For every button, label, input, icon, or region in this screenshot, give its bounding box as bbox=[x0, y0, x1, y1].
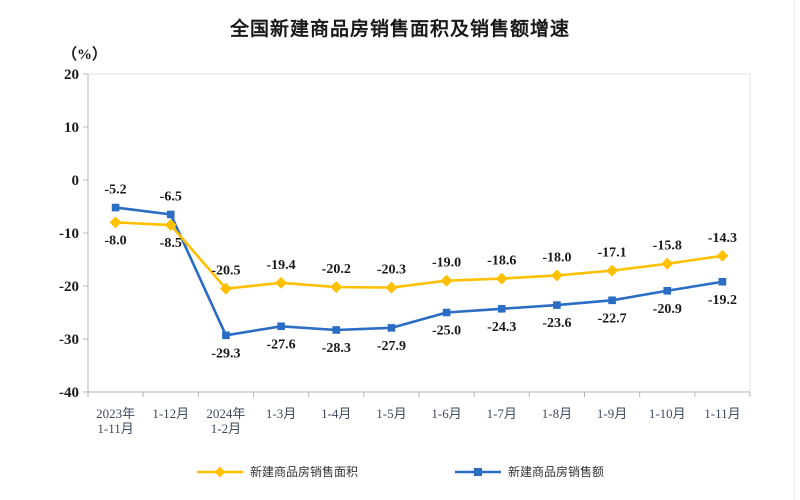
data-label: -8.0 bbox=[104, 233, 126, 248]
data-label: -6.5 bbox=[160, 189, 182, 204]
data-point-marker-diamond bbox=[550, 269, 563, 282]
data-point-marker-diamond bbox=[330, 281, 343, 293]
y-tick-label: -10 bbox=[59, 226, 79, 242]
y-axis-unit-label: （%） bbox=[62, 47, 108, 63]
data-label: -19.4 bbox=[266, 258, 295, 273]
legend-label-sales-area: 新建商品房销售面积 bbox=[249, 465, 358, 479]
chart-title: 全国新建商品房销售面积及销售额增速 bbox=[229, 19, 570, 40]
data-point-marker-diamond bbox=[661, 257, 674, 270]
data-label: -22.7 bbox=[597, 311, 626, 326]
data-label: -20.3 bbox=[377, 263, 406, 278]
series-line-sales-amount bbox=[114, 206, 724, 337]
data-point-marker-square bbox=[332, 326, 341, 334]
data-point-marker-square bbox=[222, 331, 230, 340]
data-point-marker-diamond bbox=[440, 274, 453, 287]
x-tick-label: 1-2月 bbox=[211, 421, 241, 436]
data-point-marker-square bbox=[663, 286, 672, 295]
data-label: -17.1 bbox=[597, 246, 626, 261]
data-point-marker-square bbox=[166, 210, 175, 219]
x-tick-label: 1-7月 bbox=[487, 406, 517, 421]
y-tick-label: 20 bbox=[64, 67, 79, 83]
x-tick-label: 2023年 bbox=[96, 406, 135, 421]
data-point-marker-diamond bbox=[606, 264, 619, 277]
data-label: -5.2 bbox=[104, 183, 126, 198]
data-label: -19.2 bbox=[708, 293, 737, 308]
sales-amount-line-marker-icon bbox=[455, 467, 501, 476]
data-point-marker-diamond bbox=[495, 272, 508, 285]
data-label: -19.0 bbox=[432, 256, 461, 271]
data-label: -27.9 bbox=[377, 339, 406, 354]
data-point-marker-diamond bbox=[275, 276, 288, 289]
data-label: -20.9 bbox=[653, 302, 682, 317]
data-label: -25.0 bbox=[432, 324, 461, 339]
data-point-marker-diamond bbox=[164, 219, 177, 231]
data-label: -15.8 bbox=[653, 239, 682, 254]
x-tick-label: 1-6月 bbox=[431, 406, 461, 421]
plot-border bbox=[87, 73, 751, 393]
data-point-marker-square bbox=[608, 296, 616, 305]
x-tick-label: 1-12月 bbox=[152, 406, 189, 421]
x-tick-label: 2024年 bbox=[206, 406, 245, 421]
data-point-marker-square bbox=[442, 308, 451, 317]
data-point-marker-square bbox=[111, 203, 120, 212]
data-point-marker-diamond bbox=[385, 281, 398, 294]
data-point-marker-square bbox=[718, 277, 727, 286]
data-label: -29.3 bbox=[211, 346, 240, 361]
data-point-marker-diamond bbox=[109, 216, 122, 229]
data-label: -18.0 bbox=[542, 250, 571, 265]
data-label: -18.6 bbox=[487, 254, 516, 269]
data-point-marker-square bbox=[277, 322, 285, 331]
sales-area-line-marker-icon bbox=[196, 466, 243, 477]
data-label: -28.3 bbox=[322, 341, 351, 356]
data-label: -24.3 bbox=[487, 320, 516, 335]
x-tick-label: 1-9月 bbox=[597, 406, 627, 421]
chart-legend: 新建商品房销售面积 新建商品房销售额 bbox=[0, 463, 800, 480]
series-line-sales-area bbox=[114, 221, 724, 290]
data-point-marker-square bbox=[387, 324, 396, 332]
x-tick-label: 1-11月 bbox=[704, 406, 740, 421]
data-label: -27.6 bbox=[266, 337, 295, 352]
data-label: -8.5 bbox=[160, 236, 182, 251]
x-tick-label: 1-11月 bbox=[97, 421, 133, 436]
y-tick-label: -20 bbox=[59, 279, 79, 295]
y-tick-label: -30 bbox=[59, 332, 79, 348]
data-label: -23.6 bbox=[542, 316, 571, 331]
y-tick-label: 0 bbox=[72, 173, 80, 189]
data-label: -14.3 bbox=[708, 231, 737, 246]
legend-item-sales-area: 新建商品房销售面积 bbox=[196, 463, 358, 480]
page-edge-line bbox=[794, 0, 795, 500]
x-tick-label: 1-10月 bbox=[649, 406, 686, 421]
y-tick-label: -40 bbox=[59, 385, 79, 401]
legend-label-sales-amount: 新建商品房销售额 bbox=[508, 465, 605, 479]
x-tick-label: 1-8月 bbox=[542, 406, 572, 421]
data-point-marker-square bbox=[553, 301, 561, 309]
data-label: -20.5 bbox=[211, 264, 240, 279]
data-label: -20.2 bbox=[322, 262, 351, 277]
y-tick-label: 10 bbox=[64, 120, 79, 136]
x-tick-label: 1-4月 bbox=[321, 406, 351, 421]
x-tick-label: 1-3月 bbox=[266, 406, 296, 421]
legend-item-sales-amount: 新建商品房销售额 bbox=[454, 463, 604, 480]
data-point-marker-diamond bbox=[716, 249, 729, 262]
x-tick-label: 1-5月 bbox=[376, 406, 406, 421]
data-point-marker-square bbox=[497, 304, 506, 313]
